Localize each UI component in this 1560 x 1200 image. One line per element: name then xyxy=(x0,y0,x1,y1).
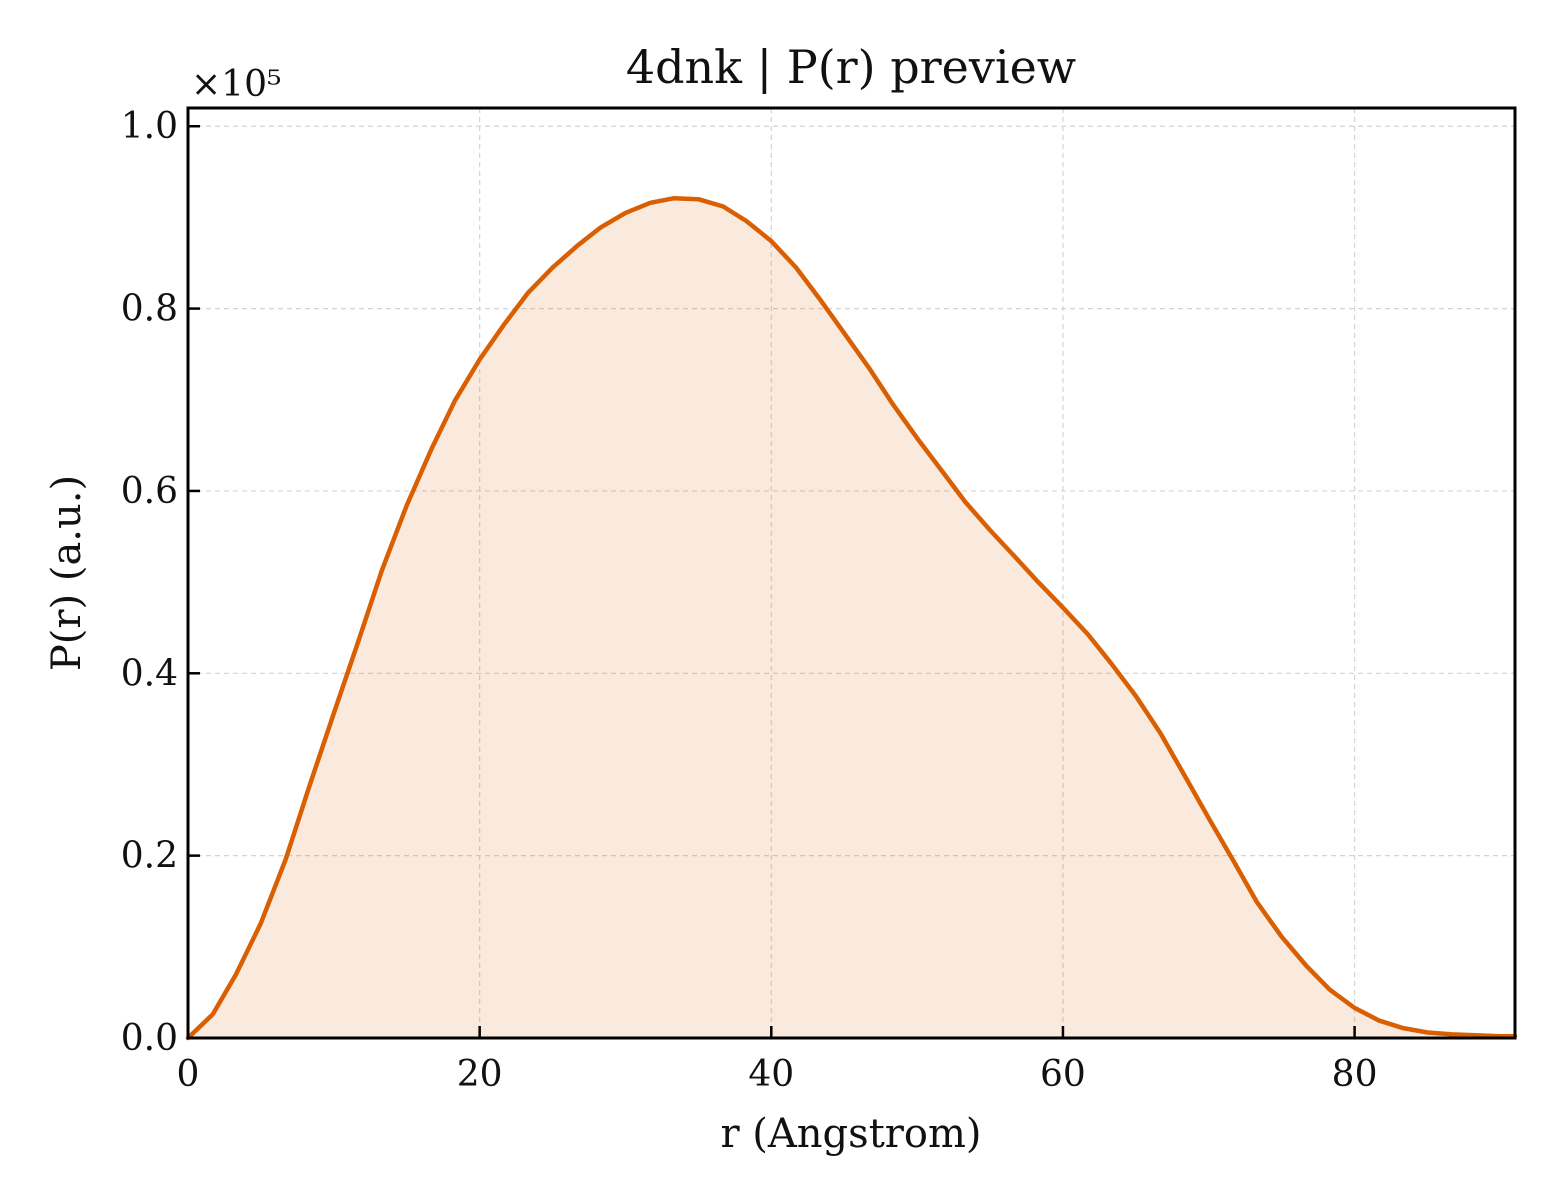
y-multiplier-label: ×10⁵ xyxy=(191,64,281,105)
x-tick-label: 20 xyxy=(457,1054,503,1095)
x-axis-label: r (Angstrom) xyxy=(720,1111,981,1157)
x-tick-label: 40 xyxy=(748,1054,794,1095)
y-tick-label: 1.0 xyxy=(121,106,178,147)
x-tick-label: 0 xyxy=(177,1054,200,1095)
y-tick-label: 0.0 xyxy=(121,1018,178,1059)
y-tick-label: 0.2 xyxy=(121,836,178,877)
ticks: 0 20 40 60 80 0.0 0.2 0.4 0.6 0.8 1.0 xyxy=(121,106,1378,1095)
x-tick-label: 60 xyxy=(1040,1054,1086,1095)
y-tick-label: 0.8 xyxy=(121,289,178,330)
grid xyxy=(188,108,1515,1038)
series-line xyxy=(185,196,1518,1041)
y-axis-label: P(r) (a.u.) xyxy=(44,475,90,671)
y-tick-label: 0.6 xyxy=(121,471,178,512)
chart-title: 4dnk | P(r) preview xyxy=(626,40,1076,94)
y-tick-label: 0.4 xyxy=(121,653,178,694)
x-tick-label: 80 xyxy=(1332,1054,1378,1095)
area-fill xyxy=(188,198,1515,1039)
plot-frame xyxy=(186,106,1517,1040)
